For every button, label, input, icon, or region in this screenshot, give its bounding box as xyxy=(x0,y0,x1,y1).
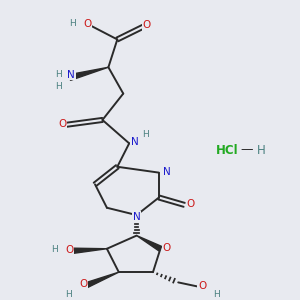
Text: H: H xyxy=(55,82,62,91)
Text: O: O xyxy=(162,243,170,253)
Text: O: O xyxy=(142,20,151,30)
Text: H: H xyxy=(69,20,76,28)
Text: N: N xyxy=(131,137,138,147)
Polygon shape xyxy=(69,67,108,80)
Text: O: O xyxy=(66,245,74,255)
Text: —: — xyxy=(240,143,253,156)
Text: H: H xyxy=(142,130,149,139)
Text: N: N xyxy=(68,70,75,80)
Text: O: O xyxy=(83,19,92,29)
Polygon shape xyxy=(85,272,119,288)
Text: H: H xyxy=(214,290,220,298)
Text: H: H xyxy=(51,245,58,254)
Polygon shape xyxy=(73,248,107,254)
Text: O: O xyxy=(58,119,66,129)
Text: O: O xyxy=(198,281,206,291)
Text: O: O xyxy=(187,199,195,209)
Text: H: H xyxy=(55,70,62,79)
Text: N: N xyxy=(133,212,140,221)
Polygon shape xyxy=(136,236,162,251)
Text: HCl: HCl xyxy=(216,144,239,157)
Text: H: H xyxy=(257,144,266,157)
Text: N: N xyxy=(164,167,171,177)
Text: H: H xyxy=(65,290,72,298)
Text: O: O xyxy=(79,280,87,290)
